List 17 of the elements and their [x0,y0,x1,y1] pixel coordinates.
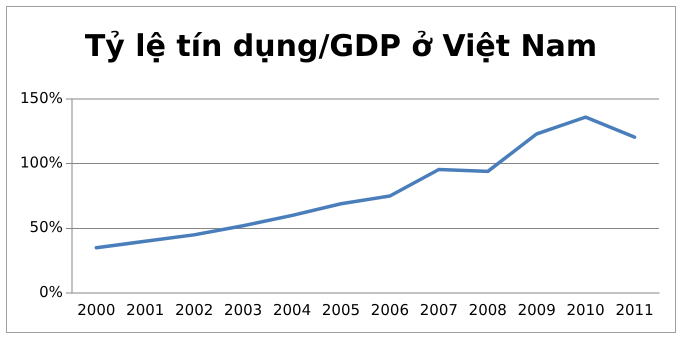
x-tick-label: 2001 [126,300,164,319]
x-tick-label: 2004 [272,300,312,319]
chart-title: Tỷ lệ tín dụng/GDP ở Việt Nam [84,29,598,64]
x-tick-label: 2011 [615,300,654,319]
x-tick-label: 2003 [224,300,262,319]
y-tick-label: 0% [39,282,63,301]
x-tick-label: 2010 [566,300,605,319]
y-tick-label: 50% [30,218,63,236]
x-tick-label: 2008 [468,300,507,319]
x-tick-label: 2000 [77,300,116,319]
y-tick-label: 150% [20,88,63,107]
x-tick-label: 2009 [518,300,556,319]
y-tick-label: 100% [20,154,63,172]
x-tick-label: 2005 [322,300,360,319]
x-tick-label: 2002 [175,300,214,319]
x-tick-label: 2006 [370,300,409,319]
x-tick-label: 2007 [420,300,458,319]
